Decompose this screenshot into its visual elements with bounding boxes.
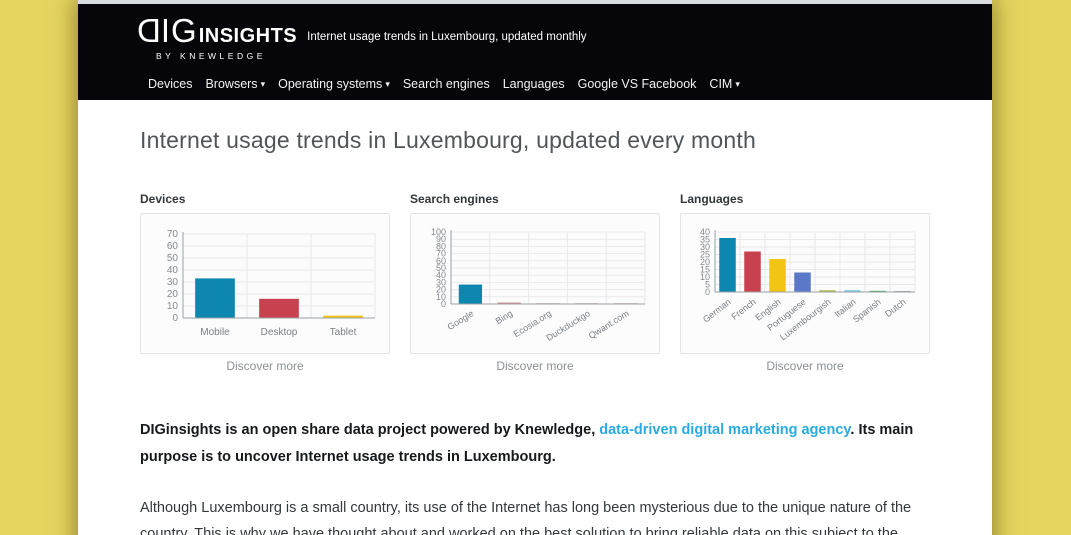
chart-card: 0 10 20 30 40 50 60 70 Mobile Desktop Tablet — [140, 213, 390, 354]
agency-link[interactable]: data-driven digital marketing agency — [599, 422, 851, 438]
svg-text:30: 30 — [167, 277, 179, 288]
svg-text:15: 15 — [700, 265, 710, 275]
nav-item-operating-systems[interactable]: Operating systems ▾ — [278, 77, 390, 91]
svg-text:0: 0 — [705, 287, 710, 297]
bar-luxembourgish — [819, 290, 836, 292]
svg-text:French: French — [729, 297, 757, 322]
svg-text:Desktop: Desktop — [261, 327, 298, 338]
nav-item-devices[interactable]: Devices — [148, 77, 193, 91]
logo-dig: DIG — [136, 12, 198, 49]
site-tagline: Internet usage trends in Luxembourg, upd… — [307, 31, 587, 43]
chart-title: Languages — [680, 192, 744, 206]
bar-german — [719, 238, 736, 292]
chevron-down-icon: ▾ — [735, 79, 740, 89]
svg-text:20: 20 — [700, 257, 710, 267]
brand-row: DIG INSIGHTS BY KNEWLEDGE Internet usage… — [136, 12, 992, 61]
svg-text:Dutch: Dutch — [883, 297, 908, 319]
svg-text:25: 25 — [700, 250, 710, 260]
chart-title: Search engines — [410, 192, 499, 206]
main-content: Internet usage trends in Luxembourg, upd… — [78, 127, 992, 535]
svg-text:35: 35 — [700, 235, 710, 245]
svg-text:Mobile: Mobile — [200, 327, 230, 338]
svg-text:50: 50 — [167, 253, 179, 264]
svg-text:80: 80 — [436, 241, 446, 251]
logo-insights: INSIGHTS — [198, 25, 298, 47]
chevron-down-icon: ▾ — [385, 79, 390, 89]
intro-paragraph: DIGinsights is an open share data projec… — [140, 417, 935, 471]
nav-item-google-vs-facebook[interactable]: Google VS Facebook — [577, 77, 697, 91]
top-strip — [78, 0, 992, 4]
intro-text-after-link: . Its main purpose is to uncover Interne… — [140, 422, 914, 465]
nav-item-cim[interactable]: CIM ▾ — [709, 77, 740, 91]
chart-card: 0 10 20 30 40 50 60 70 80 90 100 Google Bing Ecosia.o… — [410, 213, 660, 354]
chart-section-devices: Devices 0 10 20 30 40 50 60 70 Mobile Desktop Table… — [140, 192, 390, 373]
svg-text:Bing: Bing — [494, 308, 515, 326]
bar-english — [769, 259, 786, 292]
svg-text:0: 0 — [172, 313, 178, 324]
discover-more-link[interactable]: Discover more — [496, 359, 574, 373]
chevron-down-icon: ▾ — [260, 79, 266, 89]
bar-italian — [844, 290, 861, 292]
chart-title: Devices — [140, 192, 186, 206]
bar-chart-languages: 0510152025303540GermanFrenchEnglishPortu… — [700, 227, 916, 342]
discover-more-link[interactable]: Discover more — [766, 359, 844, 373]
site-logo[interactable]: DIG INSIGHTS BY KNEWLEDGE — [136, 12, 298, 61]
svg-text:10: 10 — [167, 301, 179, 312]
bar-spanish — [869, 290, 886, 292]
svg-text:Qwant.com: Qwant.com — [587, 308, 631, 341]
bar-french — [744, 251, 761, 292]
chart-section-search-engines: Search engines 0 10 20 30 40 50 60 70 80 90 100 Goog… — [410, 192, 660, 373]
svg-text:5: 5 — [705, 280, 710, 290]
logo-ig-glyphs: IG — [160, 12, 198, 49]
svg-text:40: 40 — [436, 270, 446, 280]
svg-text:20: 20 — [436, 285, 446, 295]
bar-desktop — [259, 298, 299, 318]
bar-google — [458, 284, 483, 304]
svg-text:60: 60 — [167, 241, 179, 252]
bar-mobile — [195, 278, 235, 318]
bar-dutch — [894, 290, 911, 292]
main-nav: Devices Browsers ▾ Operating systems ▾ Search… — [148, 77, 740, 91]
site-page: DIG INSIGHTS BY KNEWLEDGE Internet usage… — [78, 0, 992, 535]
svg-text:70: 70 — [436, 249, 446, 259]
svg-text:30: 30 — [700, 242, 710, 252]
svg-text:Google: Google — [446, 308, 476, 332]
site-header: DIG INSIGHTS BY KNEWLEDGE Internet usage… — [78, 4, 992, 100]
charts-row: Devices 0 10 20 30 40 50 60 70 Mobile Desktop Table… — [140, 192, 930, 373]
svg-text:70: 70 — [167, 229, 179, 240]
description-paragraph: Although Luxembourg is a small country, … — [140, 499, 912, 535]
svg-text:Duckduckgo: Duckduckgo — [545, 308, 592, 343]
chart-card: 0 5 10 15 20 25 30 35 40 German French English Portu… — [680, 213, 930, 354]
svg-text:40: 40 — [167, 265, 179, 276]
svg-text:10: 10 — [436, 292, 446, 302]
svg-text:10: 10 — [700, 272, 710, 282]
intro-text-before-link: DIGinsights is an open share data projec… — [140, 422, 600, 438]
svg-text:40: 40 — [700, 227, 710, 237]
logo-d-glyph: D — [136, 12, 161, 49]
nav-item-browsers[interactable]: Browsers ▾ — [205, 77, 266, 91]
bar-portuguese — [794, 272, 811, 292]
bar-tablet — [323, 315, 363, 318]
svg-text:60: 60 — [436, 256, 446, 266]
svg-text:German: German — [701, 297, 733, 325]
svg-text:30: 30 — [436, 277, 446, 287]
discover-more-link[interactable]: Discover more — [226, 359, 304, 373]
bar-bing — [497, 302, 521, 304]
svg-text:20: 20 — [167, 289, 179, 300]
svg-text:Spanish: Spanish — [851, 297, 883, 325]
svg-text:0: 0 — [441, 299, 446, 309]
nav-item-languages[interactable]: Languages — [502, 77, 565, 91]
svg-text:90: 90 — [436, 234, 446, 244]
page-title: Internet usage trends in Luxembourg, upd… — [140, 127, 756, 153]
logo-byline: BY KNEWLEDGE — [156, 51, 266, 61]
nav-item-search-engines[interactable]: Search engines — [402, 77, 490, 91]
svg-text:100: 100 — [431, 227, 446, 237]
svg-text:50: 50 — [436, 263, 446, 273]
logo-wordmark: DIG INSIGHTS — [136, 12, 298, 49]
chart-section-languages: Languages 0 5 10 15 20 25 30 35 40 German French Eng… — [680, 192, 930, 373]
svg-text:Tablet: Tablet — [330, 327, 357, 338]
